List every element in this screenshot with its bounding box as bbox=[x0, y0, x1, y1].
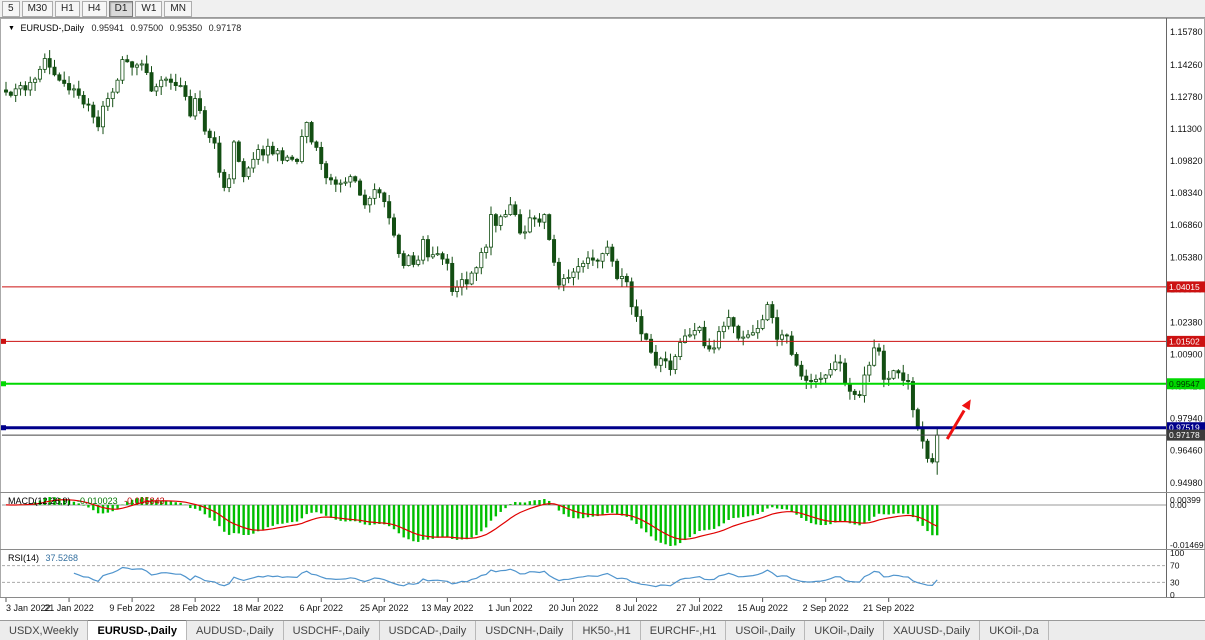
svg-text:1 Jun 2022: 1 Jun 2022 bbox=[488, 603, 533, 613]
svg-text:70: 70 bbox=[1170, 561, 1180, 571]
timeframe-button-mn[interactable]: MN bbox=[164, 0, 192, 17]
tab-usdcad-daily[interactable]: USDCAD-,Daily bbox=[379, 621, 477, 640]
svg-text:1.09820: 1.09820 bbox=[1170, 156, 1203, 166]
horizontal-lines[interactable] bbox=[1, 286, 1166, 436]
tab-hk50-h1[interactable]: HK50-,H1 bbox=[573, 621, 641, 640]
tab-eurusd-daily[interactable]: EURUSD-,Daily bbox=[88, 620, 187, 640]
tab-eurchf-h1[interactable]: EURCHF-,H1 bbox=[640, 621, 727, 640]
svg-text:0.94980: 0.94980 bbox=[1170, 478, 1203, 488]
svg-text:0.00399: 0.00399 bbox=[1170, 495, 1201, 505]
svg-text:1.00900: 1.00900 bbox=[1170, 349, 1203, 359]
svg-text:0.00: 0.00 bbox=[1170, 500, 1187, 510]
tab-audusd-daily[interactable]: AUDUSD-,Daily bbox=[186, 621, 284, 640]
svg-text:0: 0 bbox=[1170, 590, 1175, 600]
svg-text:18 Mar 2022: 18 Mar 2022 bbox=[233, 603, 284, 613]
svg-text:0.97178: 0.97178 bbox=[1169, 430, 1200, 440]
price-tag bbox=[1167, 422, 1205, 434]
timeframe-button-d1[interactable]: D1 bbox=[108, 0, 134, 17]
price-tag bbox=[1167, 335, 1205, 347]
svg-text:1.15780: 1.15780 bbox=[1170, 27, 1203, 37]
svg-text:20 Jun 2022: 20 Jun 2022 bbox=[549, 603, 599, 613]
tab-usoil-daily[interactable]: USOil-,Daily bbox=[726, 621, 806, 640]
svg-text:3 Jan 2022: 3 Jan 2022 bbox=[6, 603, 51, 613]
svg-text:27 Jul 2022: 27 Jul 2022 bbox=[676, 603, 723, 613]
tab-usdcnh-daily[interactable]: USDCNH-,Daily bbox=[476, 621, 574, 640]
candles bbox=[4, 50, 940, 475]
macd-signal-line bbox=[5, 499, 938, 540]
line-handle bbox=[1, 425, 6, 431]
svg-text:0.97940: 0.97940 bbox=[1170, 414, 1203, 424]
svg-text:1.06860: 1.06860 bbox=[1170, 220, 1203, 230]
svg-text:0.99547: 0.99547 bbox=[1169, 379, 1200, 389]
svg-text:2 Sep 2022: 2 Sep 2022 bbox=[803, 603, 849, 613]
tab-xauusd-daily[interactable]: XAUUSD-,Daily bbox=[884, 621, 981, 640]
svg-text:1.02380: 1.02380 bbox=[1170, 317, 1203, 327]
svg-text:1.01502: 1.01502 bbox=[1169, 336, 1200, 346]
line-handle bbox=[1, 338, 6, 344]
svg-text:1.14260: 1.14260 bbox=[1170, 60, 1203, 70]
tab-ukoil-daily[interactable]: UKOil-,Daily bbox=[805, 621, 885, 640]
timeframe-button-5[interactable]: 5 bbox=[2, 0, 20, 17]
chart-tabs: USDX,Weekly EURUSD-,Daily AUDUSD-,Daily USD… bbox=[0, 620, 1205, 640]
svg-text:21 Sep 2022: 21 Sep 2022 bbox=[863, 603, 914, 613]
price-chart[interactable]: 1.15780 1.14260 1.12780 1.11300 1.09820 1.083… bbox=[0, 18, 1205, 620]
svg-text:13 May 2022: 13 May 2022 bbox=[421, 603, 473, 613]
svg-text:8 Jul 2022: 8 Jul 2022 bbox=[616, 603, 658, 613]
timeframe-toolbar: 5 M30 H1 H4 D1 W1 MN bbox=[0, 0, 1205, 18]
svg-text:1.11300: 1.11300 bbox=[1170, 124, 1202, 134]
chart-window: 1.15780 1.14260 1.12780 1.11300 1.09820 1.083… bbox=[0, 18, 1205, 620]
svg-text:1.12780: 1.12780 bbox=[1170, 92, 1203, 102]
price-tag bbox=[1167, 281, 1205, 293]
timeframe-button-w1[interactable]: W1 bbox=[135, 0, 163, 17]
rsi-pane: 100 70 30 0 bbox=[2, 548, 1184, 600]
svg-text:21 Jan 2022: 21 Jan 2022 bbox=[44, 603, 94, 613]
timeframe-button-m30[interactable]: M30 bbox=[21, 0, 54, 17]
svg-text:1.05380: 1.05380 bbox=[1170, 252, 1203, 262]
svg-text:1.08340: 1.08340 bbox=[1170, 188, 1203, 198]
price-axis-labels: 1.15780 1.14260 1.12780 1.11300 1.09820 1.083… bbox=[1170, 27, 1203, 488]
svg-text:0.97519: 0.97519 bbox=[1169, 423, 1200, 433]
svg-text:6 Apr 2022: 6 Apr 2022 bbox=[299, 603, 343, 613]
timeframe-button-h1[interactable]: H1 bbox=[55, 0, 80, 17]
svg-text:-0.01469: -0.01469 bbox=[1170, 540, 1204, 550]
timeframe-button-h4[interactable]: H4 bbox=[81, 0, 107, 17]
line-handle bbox=[1, 381, 6, 387]
price-tag bbox=[1167, 378, 1205, 390]
svg-text:25 Apr 2022: 25 Apr 2022 bbox=[360, 603, 409, 613]
svg-text:1.04015: 1.04015 bbox=[1169, 282, 1200, 292]
svg-text:9 Feb 2022: 9 Feb 2022 bbox=[109, 603, 155, 613]
svg-text:28 Feb 2022: 28 Feb 2022 bbox=[170, 603, 221, 613]
trend-arrow[interactable] bbox=[945, 397, 974, 440]
svg-text:30: 30 bbox=[1170, 577, 1180, 587]
tab-usdchf-daily[interactable]: USDCHF-,Daily bbox=[283, 621, 380, 640]
tab-ukoil-da[interactable]: UKOil-,Da bbox=[980, 621, 1049, 640]
svg-text:15 Aug 2022: 15 Aug 2022 bbox=[737, 603, 788, 613]
svg-text:0.96460: 0.96460 bbox=[1170, 446, 1203, 456]
rsi-line bbox=[73, 566, 938, 588]
tab-usdx-weekly[interactable]: USDX,Weekly bbox=[0, 621, 89, 640]
price-tag bbox=[1167, 429, 1205, 441]
svg-text:100: 100 bbox=[1170, 548, 1184, 558]
